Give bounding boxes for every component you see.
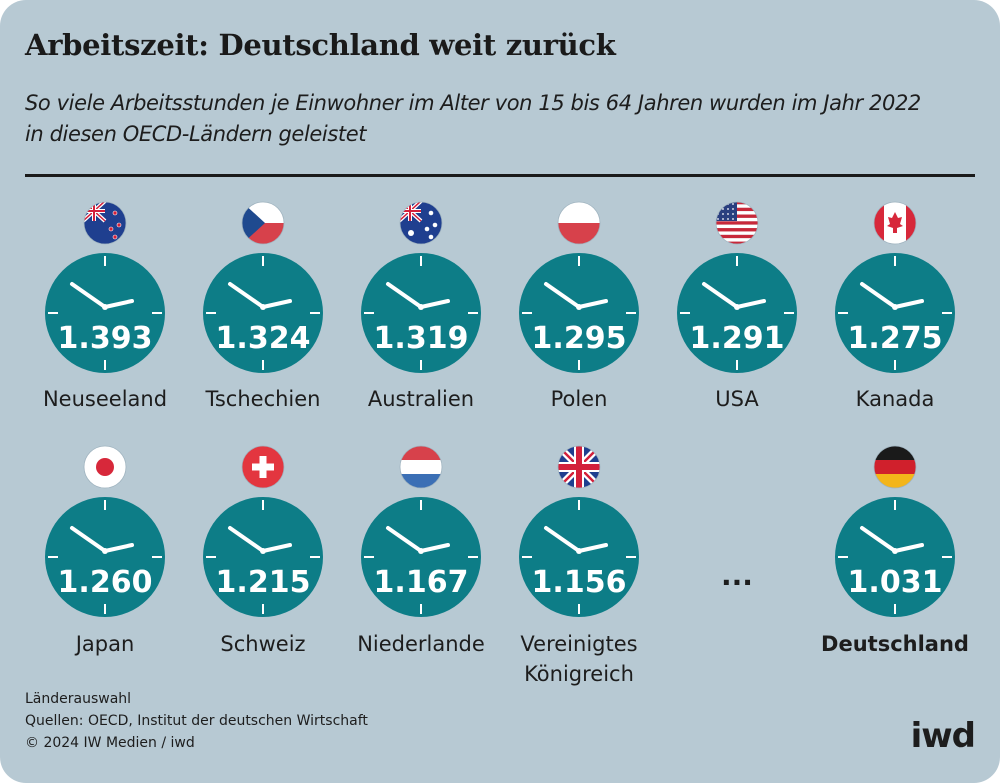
footer: Länderauswahl Quellen: OECD, Institut de…	[25, 688, 368, 754]
country-label: Tschechien	[205, 387, 321, 411]
hours-value: 1.324	[216, 321, 311, 356]
hours-value: 1.295	[532, 321, 627, 356]
hours-value: 1.031	[848, 565, 943, 600]
footer-note: Länderauswahl	[25, 691, 132, 707]
country-label: Vereinigtes Königreich	[520, 632, 637, 686]
country-label: Niederlande	[357, 632, 485, 656]
country-cell-australien: 1.319 Australien	[361, 201, 481, 411]
japan-flag-icon	[83, 445, 127, 489]
clock-icon	[677, 253, 797, 373]
footer-sources: Quellen: OECD, Institut der deutschen Wi…	[25, 713, 368, 729]
country-label: Schweiz	[220, 632, 305, 656]
country-label: Japan	[74, 632, 135, 656]
country-label: USA	[715, 387, 759, 411]
title-divider	[25, 174, 975, 177]
iwd-logo: iwd	[910, 716, 976, 756]
canada-flag-icon	[873, 201, 917, 245]
hours-value: 1.156	[532, 565, 627, 600]
country-cell-niederlande: 1.167 Niederlande	[357, 445, 485, 656]
country-label: Neuseeland	[43, 387, 167, 411]
country-label: Polen	[551, 387, 608, 411]
clock-icon	[203, 497, 323, 617]
hours-value: 1.260	[58, 565, 153, 600]
country-label: Deutschland	[821, 632, 969, 656]
country-cell-deutschland: 1.031 Deutschland	[821, 445, 969, 656]
country-cell-usa: 1.291 USA	[677, 201, 797, 411]
country-cell-tschechien: 1.324 Tschechien	[203, 201, 323, 411]
country-cell-polen: 1.295 Polen	[519, 201, 639, 411]
country-label: Kanada	[856, 387, 935, 411]
clock-icon	[519, 497, 639, 617]
australia-flag-icon	[399, 201, 443, 245]
country-cell-neuseeland: 1.393 Neuseeland	[43, 201, 167, 411]
country-cell-schweiz: 1.215 Schweiz	[203, 445, 323, 656]
switzerland-flag-icon	[241, 445, 285, 489]
poland-flag-icon	[557, 201, 601, 245]
clock-icon	[835, 497, 955, 617]
netherlands-flag-icon	[399, 445, 443, 489]
czech-flag-icon	[241, 201, 285, 245]
hours-value: 1.275	[848, 321, 943, 356]
hours-value: 1.319	[374, 321, 469, 356]
usa-flag-icon	[715, 201, 759, 245]
country-label: Australien	[368, 387, 474, 411]
clock-icon	[45, 497, 165, 617]
more-countries-ellipsis: ...	[721, 559, 753, 592]
clock-icon	[361, 497, 481, 617]
clock-icon	[203, 253, 323, 373]
chart-title: Arbeitszeit: Deutschland weit zurück	[25, 28, 616, 62]
hours-value: 1.291	[690, 321, 785, 356]
hours-value: 1.167	[374, 565, 469, 600]
country-cell-japan: 1.260 Japan	[45, 445, 165, 656]
hours-value: 1.215	[216, 565, 311, 600]
country-cell-vereinigtes-koenigreich: 1.156 Vereinigtes Königreich	[519, 445, 639, 686]
germany-flag-icon	[873, 445, 917, 489]
chart-subtitle: So viele Arbeitsstunden je Einwohner im …	[25, 91, 921, 146]
clock-icon	[361, 253, 481, 373]
clock-icon	[45, 253, 165, 373]
footer-copyright: © 2024 IW Medien / iwd	[25, 735, 195, 751]
country-cell-kanada: 1.275 Kanada	[835, 201, 955, 411]
uk-flag-icon	[557, 445, 601, 489]
new-zealand-flag-icon	[83, 201, 127, 245]
clock-icon	[835, 253, 955, 373]
hours-value: 1.393	[58, 321, 153, 356]
clock-icon	[519, 253, 639, 373]
